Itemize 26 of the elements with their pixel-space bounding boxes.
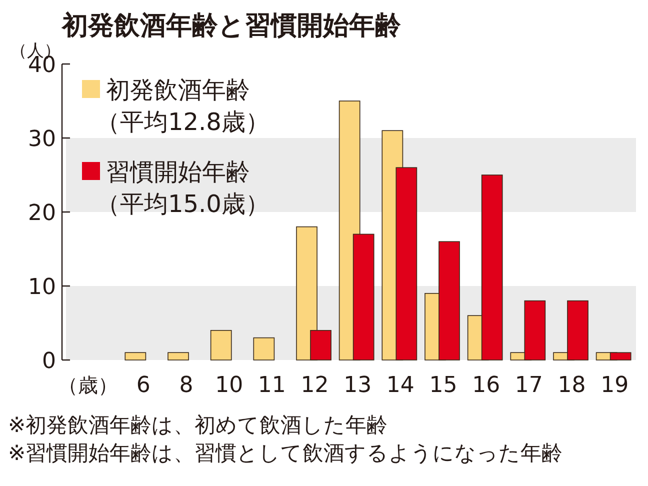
bar [168, 352, 189, 360]
text: ※初発飲酒年齢は、初めて飲酒した年齢 [8, 413, 388, 437]
x-tick-label: 13 [344, 373, 372, 398]
text: ※習慣開始年齢は、習慣として飲酒するようになった年齢 [8, 441, 563, 465]
x-axis-title: （歳） [58, 373, 118, 397]
y-tick-label: 30 [28, 127, 56, 152]
chart-title: 初発飲酒年齢と習慣開始年齢 [61, 11, 402, 41]
x-tick-label: 18 [558, 373, 586, 398]
bar [210, 330, 232, 360]
x-tick-label: 17 [514, 373, 543, 398]
bar [124, 352, 146, 360]
bar [253, 337, 275, 360]
legend-label: 初発飲酒年齢（平均12.8歳） [96, 76, 270, 136]
y-tick-label: 10 [28, 275, 56, 300]
y-tick-label: 20 [28, 201, 56, 226]
x-tick-label: 12 [300, 373, 329, 398]
x-tick-label: 6 [136, 373, 150, 398]
x-tick-label: 19 [600, 373, 629, 398]
y-tick-label: 0 [42, 349, 56, 374]
legend-label: 習慣開始年齢（平均15.0歳） [96, 158, 270, 218]
x-tick-label: 8 [179, 373, 194, 398]
x-tick-label: 16 [472, 373, 500, 398]
x-tick-label: 10 [215, 373, 244, 398]
x-tick-label: 15 [429, 373, 458, 398]
x-tick-label: 11 [258, 373, 286, 398]
x-tick-label: 14 [386, 373, 414, 398]
